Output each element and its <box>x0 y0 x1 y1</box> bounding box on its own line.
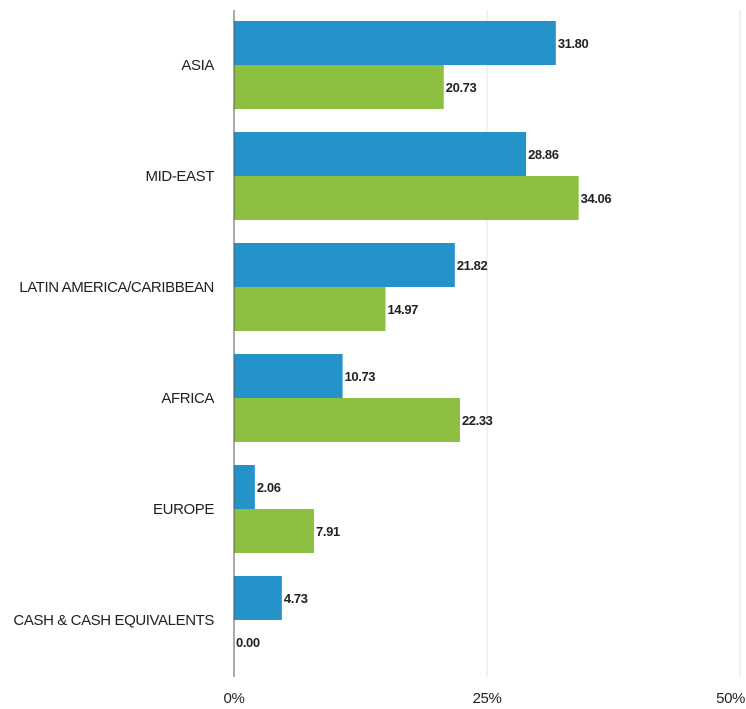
bar-5-series-0 <box>234 576 282 620</box>
bar-4-series-1 <box>234 509 315 553</box>
category-label-2: LATIN AMERICA/CARIBBEAN <box>19 279 214 296</box>
x-tick-label-1: 25% <box>473 690 502 707</box>
labels: 0% 25% 50% 31.80 20.73 ASIA 28.86 34.06 MID-EAST… <box>13 36 745 707</box>
bar-4-series-0 <box>234 465 255 509</box>
value-label-2-series-1: 14.97 <box>387 302 418 317</box>
category-label-3: AFRICA <box>161 390 214 407</box>
bar-0-series-0 <box>234 21 556 65</box>
value-label-3-series-0: 10.73 <box>345 369 376 384</box>
value-label-0-series-1: 20.73 <box>446 80 477 95</box>
category-label-5: CASH & CASH EQUIVALENTS <box>13 612 214 629</box>
category-label-0: ASIA <box>181 57 214 74</box>
value-label-1-series-1: 34.06 <box>581 191 612 206</box>
category-label-4: EUROPE <box>153 501 214 518</box>
value-label-2-series-0: 21.82 <box>457 258 488 273</box>
value-label-1-series-0: 28.86 <box>528 147 559 162</box>
value-label-5-series-0: 4.73 <box>284 591 308 606</box>
gridlines <box>486 10 741 677</box>
bar-1-series-1 <box>234 176 579 220</box>
value-label-4-series-0: 2.06 <box>257 480 281 495</box>
bar-0-series-1 <box>234 65 444 109</box>
value-label-5-series-1: 0.00 <box>236 635 260 650</box>
category-label-1: MID-EAST <box>146 168 215 185</box>
value-label-3-series-1: 22.33 <box>462 413 493 428</box>
bar-2-series-1 <box>234 287 386 331</box>
value-label-4-series-1: 7.91 <box>316 524 340 539</box>
bar-3-series-1 <box>234 398 460 442</box>
x-tick-label-2: 50% <box>716 690 745 707</box>
bar-3-series-0 <box>234 354 343 398</box>
bar-1-series-0 <box>234 132 527 176</box>
bar-2-series-0 <box>234 243 455 287</box>
value-label-0-series-0: 31.80 <box>558 36 589 51</box>
bars <box>234 21 579 620</box>
x-tick-label-0: 0% <box>224 690 245 707</box>
